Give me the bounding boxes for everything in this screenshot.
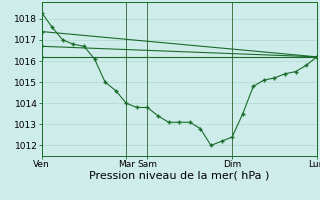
X-axis label: Pression niveau de la mer( hPa ): Pression niveau de la mer( hPa ) bbox=[89, 171, 269, 181]
